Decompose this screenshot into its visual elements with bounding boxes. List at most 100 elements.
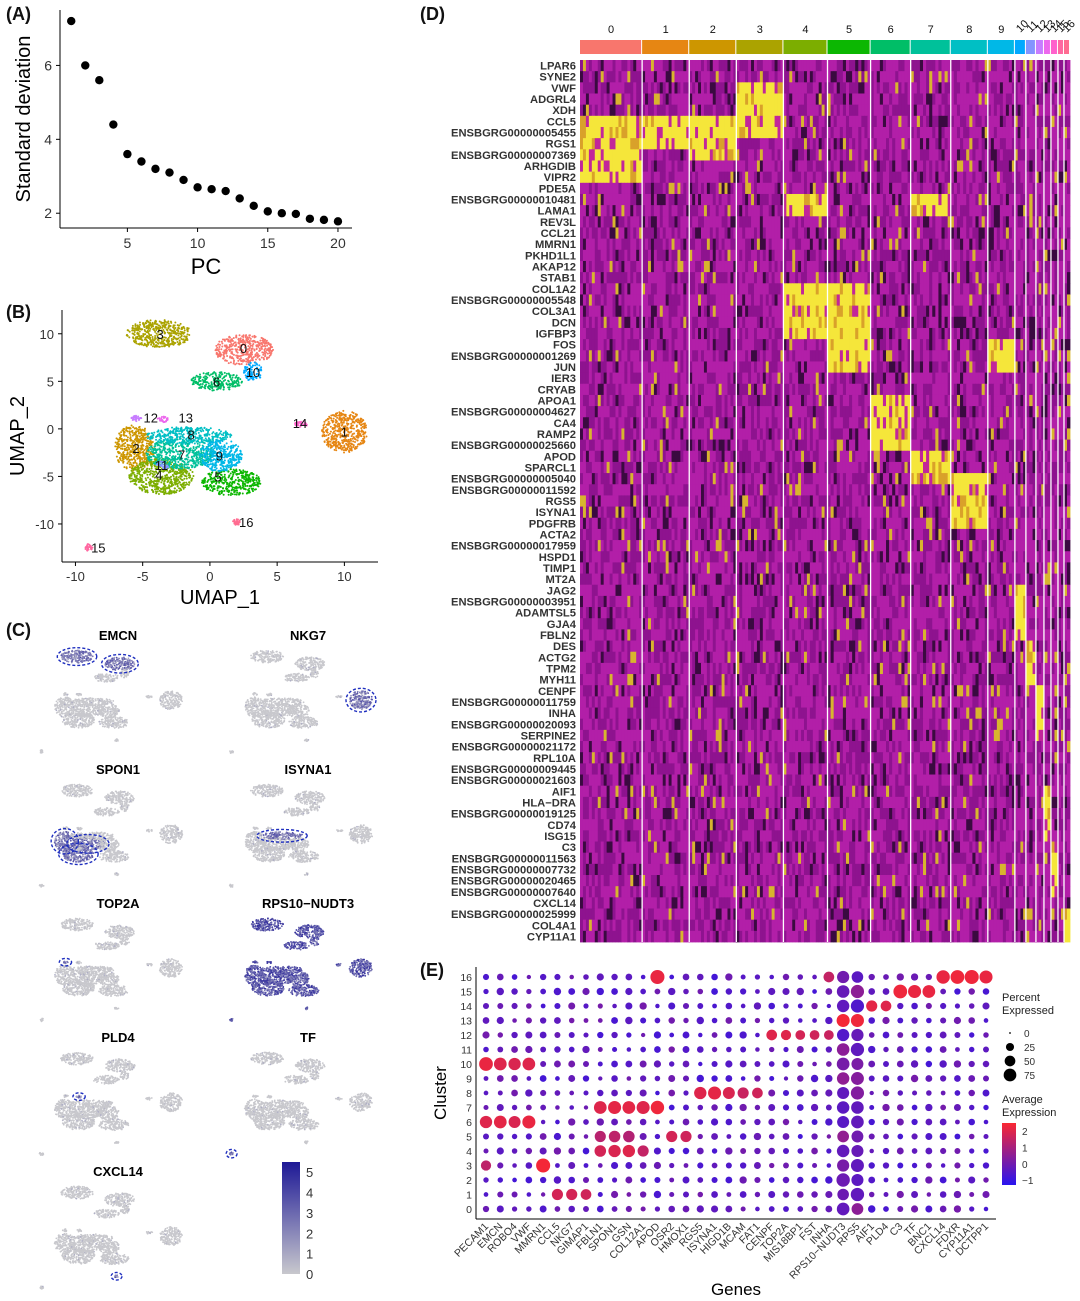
cell-point [212, 452, 215, 455]
cell-point [150, 455, 153, 458]
cell-point [324, 426, 327, 429]
cell-point [343, 451, 346, 454]
cell-point [164, 469, 167, 472]
cell-point [252, 378, 255, 381]
cell-point [184, 483, 187, 486]
cell-point [160, 464, 163, 467]
cell-point [135, 448, 138, 451]
cell-point [172, 447, 175, 450]
cell-point [167, 492, 170, 495]
cell-point [176, 484, 179, 487]
cell-point [235, 468, 238, 471]
data-point [95, 76, 104, 85]
cell-point [356, 436, 359, 439]
cell-point [132, 440, 135, 443]
cell-point [133, 340, 136, 343]
cell-point [150, 324, 153, 327]
cell-point [222, 353, 225, 356]
cell-point [225, 467, 228, 470]
cell-point [230, 357, 233, 360]
cell-point [170, 465, 173, 468]
cell-point [138, 435, 141, 438]
cell-point [155, 492, 158, 495]
cell-point [129, 427, 132, 430]
cell-point [160, 700, 163, 703]
cell-point [123, 658, 126, 660]
cell-point [237, 381, 240, 384]
cell-point [184, 338, 187, 341]
cell-point [176, 700, 179, 703]
cell-point [199, 376, 202, 379]
cell-point [142, 471, 145, 474]
cell-point [229, 374, 232, 377]
cell-point [218, 374, 221, 377]
cell-point [54, 705, 56, 707]
cell-point [260, 341, 263, 344]
cell-point [174, 466, 177, 469]
cell-point [124, 457, 127, 460]
cell-point [195, 457, 198, 460]
cell-point [134, 438, 137, 441]
cell-point [238, 493, 241, 496]
cell-point [148, 323, 151, 326]
cell-point [128, 448, 131, 451]
cell-point [187, 483, 190, 486]
cell-point [267, 347, 270, 350]
cell-point [329, 430, 332, 433]
cell-point [247, 356, 250, 359]
cell-point [59, 713, 62, 716]
cell-point [156, 490, 159, 493]
cell-point [131, 329, 134, 332]
cell-point [302, 420, 305, 423]
cell-point [297, 421, 300, 424]
cell-point [237, 376, 240, 379]
cell-point [208, 433, 211, 436]
cell-point [194, 437, 197, 440]
cell-point [330, 435, 333, 438]
cell-point [127, 666, 129, 668]
cell-point [172, 455, 175, 458]
cell-point [349, 437, 352, 440]
cell-point [166, 329, 169, 332]
cell-point [146, 473, 149, 476]
cell-point [141, 461, 144, 464]
cell-point [209, 448, 212, 451]
cell-point [141, 489, 144, 492]
cell-point [129, 444, 132, 447]
cell-point [200, 426, 203, 429]
cell-point [63, 699, 66, 702]
cell-point [261, 343, 264, 346]
cell-point [184, 441, 187, 444]
cell-point [65, 712, 68, 714]
cell-point [219, 343, 222, 346]
cluster-label: 1 [341, 425, 348, 440]
cell-point [176, 438, 179, 441]
cell-point [201, 461, 204, 464]
cell-point [181, 326, 184, 329]
cell-point [218, 480, 221, 483]
cell-point [193, 460, 196, 463]
cell-point [228, 490, 231, 493]
cell-point [172, 331, 175, 334]
cell-point [169, 480, 172, 483]
cell-point [164, 450, 167, 453]
cell-point [202, 376, 205, 379]
cell-point [186, 328, 189, 331]
cell-point [215, 431, 218, 434]
cell-point [335, 449, 338, 452]
y-tick-label: -10 [35, 517, 54, 532]
cell-point [249, 472, 252, 475]
cell-point [107, 662, 109, 665]
cell-point [213, 447, 216, 450]
cell-point [223, 344, 226, 347]
cell-point [205, 375, 208, 378]
cell-point [167, 486, 170, 489]
cell-point [237, 355, 240, 358]
cell-point [222, 385, 225, 388]
cell-point [121, 444, 124, 447]
cell-point [67, 700, 70, 703]
cell-point [134, 340, 137, 343]
cell-point [142, 485, 145, 488]
cell-point [154, 442, 157, 445]
cell-point [194, 448, 197, 451]
